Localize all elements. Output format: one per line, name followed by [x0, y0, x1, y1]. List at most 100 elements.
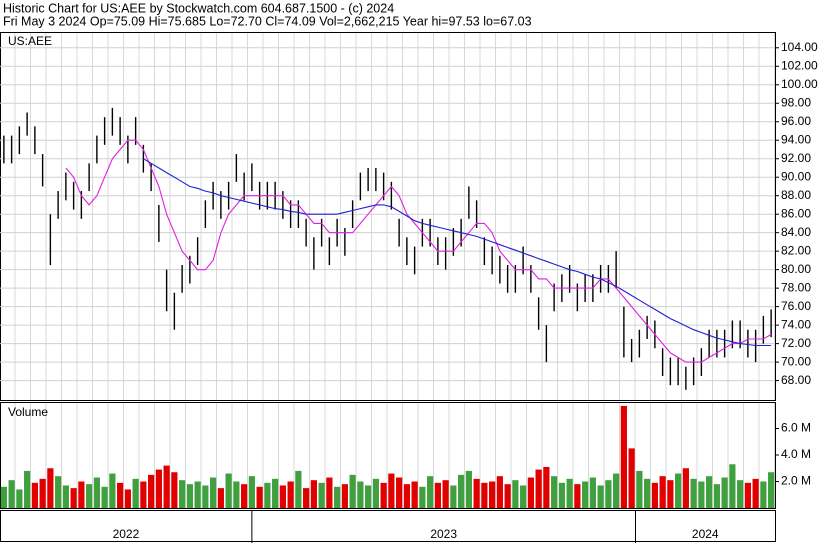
volume-bar [620, 405, 627, 508]
y-tick-label: 78.00 [781, 280, 811, 294]
y-tick-label: 104.00 [781, 40, 818, 54]
y-tick-label: 86.00 [781, 206, 811, 220]
volume-bar [341, 484, 348, 508]
volume-bar [186, 484, 193, 508]
y-tick-label: 4.0 M [781, 447, 811, 461]
volume-bar [496, 476, 503, 508]
volume-bar [706, 476, 713, 508]
volume-bar [403, 484, 410, 508]
volume-bar [47, 468, 54, 508]
y-tick-label: 74.00 [781, 317, 811, 331]
volume-bar [760, 481, 767, 508]
volume-bar [535, 469, 542, 508]
volume-bar [310, 480, 317, 508]
y-tick-label: 84.00 [781, 225, 811, 239]
symbol-label: US:AEE [8, 34, 52, 48]
volume-bar [0, 486, 7, 508]
volume-bar [675, 473, 682, 508]
volume-bar [512, 480, 519, 508]
volume-bar [171, 472, 178, 508]
volume-bar [442, 480, 449, 508]
volume-bar [55, 476, 62, 508]
volume-bar [194, 481, 201, 508]
volume-bar [427, 476, 434, 508]
volume-bar [396, 477, 403, 508]
volume-bar [667, 480, 674, 508]
y-tick-label: 90.00 [781, 169, 811, 183]
volume-bar [458, 474, 465, 508]
volume-bar [117, 482, 124, 508]
volume-bar [233, 481, 240, 508]
volume-bar [682, 468, 689, 508]
volume-bar [473, 478, 480, 508]
volume-bar [651, 482, 658, 508]
volume-bar [349, 474, 356, 508]
volume-bar [78, 481, 85, 508]
volume-label: Volume [8, 405, 48, 419]
volume-bar [574, 484, 581, 508]
y-tick-label: 92.00 [781, 151, 811, 165]
volume-bar [465, 470, 472, 508]
volume-bar [334, 486, 341, 508]
volume-bar [303, 488, 310, 508]
x-tick-label: 2023 [430, 527, 457, 541]
volume-bar [372, 478, 379, 508]
date-axis [0, 510, 776, 542]
y-tick-label: 70.00 [781, 354, 811, 368]
volume-bar [93, 477, 100, 508]
volume-panel [0, 402, 776, 509]
volume-bar [566, 478, 573, 508]
volume-bar [264, 482, 271, 508]
volume-bar [419, 486, 426, 508]
volume-bar [628, 448, 635, 508]
volume-bar [551, 476, 558, 508]
y-tick-label: 6.0 M [781, 421, 811, 435]
volume-bar [504, 484, 511, 508]
volume-bar [132, 478, 139, 508]
volume-bar [272, 478, 279, 508]
volume-bar [16, 489, 23, 508]
header-line: Historic Chart for US:AEE by Stockwatch.… [3, 1, 394, 15]
x-tick-label: 2024 [692, 527, 719, 541]
volume-bar [527, 477, 534, 508]
volume-bar [690, 478, 697, 508]
volume-bar [388, 473, 395, 508]
volume-bar [124, 489, 131, 508]
volume-bar [295, 470, 302, 508]
volume-bar [8, 480, 15, 508]
volume-bar [543, 466, 550, 508]
y-tick-label: 82.00 [781, 243, 811, 257]
volume-bar [411, 481, 418, 508]
volume-bar [24, 470, 31, 508]
y-tick-label: 80.00 [781, 262, 811, 276]
volume-bar [248, 476, 255, 508]
volume-bar [86, 484, 93, 508]
volume-bar [101, 486, 108, 508]
moving-average [65, 139, 772, 363]
volume-bar [713, 484, 720, 508]
volume-bar [148, 474, 155, 508]
volume-bar [489, 481, 496, 508]
volume-bar [644, 478, 651, 508]
volume-bar [210, 477, 217, 508]
volume-bar [768, 472, 775, 508]
volume-bar [558, 482, 565, 508]
volume-bar [155, 469, 162, 508]
volume-bar [597, 485, 604, 508]
volume-bar [729, 464, 736, 508]
y-tick-label: 2.0 M [781, 474, 811, 488]
volume-bar [163, 465, 170, 508]
volume-bar [752, 478, 759, 508]
volume-bar [39, 478, 46, 508]
volume-bar [31, 482, 38, 508]
volume-bar [326, 477, 333, 508]
volume-bar [70, 488, 77, 508]
y-tick-label: 98.00 [781, 95, 811, 109]
volume-bar [217, 488, 224, 508]
x-tick-label: 2022 [113, 527, 140, 541]
volume-bar [520, 485, 527, 508]
y-tick-label: 94.00 [781, 132, 811, 146]
header-line: Fri May 3 2024 Op=75.09 Hi=75.685 Lo=72.… [3, 14, 532, 28]
volume-bar [109, 473, 116, 508]
